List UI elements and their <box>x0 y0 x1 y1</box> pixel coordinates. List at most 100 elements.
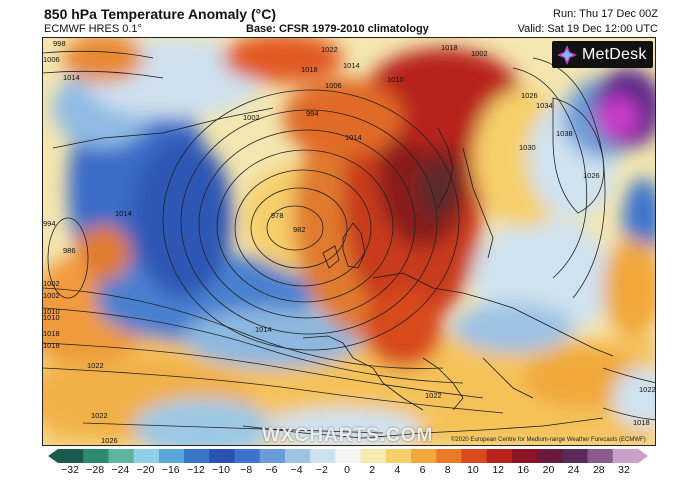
isobar-998 <box>43 50 154 59</box>
isobar-labels: 998 1006 1014 1022 1018 1014 1010 1006 1… <box>43 39 656 445</box>
isobar-1018 <box>43 342 484 399</box>
wxcharts-watermark: WXCHARTS.COM <box>262 425 434 446</box>
coast-europe-north <box>372 272 614 357</box>
isobar-label: 1038 <box>556 129 573 138</box>
isobar-label: 1006 <box>43 55 60 64</box>
colorbar-tick-label: −6 <box>265 464 278 476</box>
isobar-label: 994 <box>43 219 56 228</box>
isobar-label: 1022 <box>91 411 108 420</box>
valid-time-label: Valid: Sat 19 Dec 12:00 UTC <box>517 23 658 35</box>
isobar-1018-east <box>602 407 655 421</box>
colorbar-cell <box>58 449 84 463</box>
metdesk-logo: MetDesk <box>552 41 653 68</box>
colorbar-arrow-right <box>638 449 648 463</box>
colorbar-cell <box>284 449 311 463</box>
colorbar-tick-label: −20 <box>136 464 155 476</box>
isobar-978 <box>266 205 324 251</box>
colorbar-tick-label: 28 <box>592 464 605 476</box>
colorbar-tick-label: −4 <box>290 464 303 476</box>
colorbar-cell <box>209 449 236 463</box>
colorbar-tick-label: −32 <box>61 464 79 476</box>
isobar-label: 1022 <box>87 361 104 370</box>
isobar-label: 982 <box>293 225 306 234</box>
isobar-1034 <box>552 97 605 214</box>
colorbar-tick-label: −28 <box>86 464 105 476</box>
climatology-base-label: Base: CFSR 1979-2010 climatology <box>246 23 429 35</box>
metdesk-logo-icon <box>557 44 577 65</box>
coastlines <box>52 107 614 439</box>
isobar-label: 1006 <box>325 81 342 90</box>
isobar-1026-east <box>512 67 588 279</box>
isobar-994-west <box>47 217 89 299</box>
isobar-1026 <box>82 422 384 434</box>
colorbar-tick-label: −10 <box>212 464 230 476</box>
isobar-label: 1018 <box>633 418 650 427</box>
colorbar-cell <box>587 449 614 463</box>
colorbar-tick-label: 16 <box>517 464 530 476</box>
colorbar-cell <box>310 449 336 463</box>
colorbar-tick-label: 24 <box>567 464 580 476</box>
isobar-label: 1018 <box>441 43 458 52</box>
coast-scandinavia <box>462 147 494 259</box>
colorbar-cell <box>461 449 488 463</box>
isobar-label: 986 <box>63 246 76 255</box>
isobar-label: 1018 <box>301 65 318 74</box>
colorbar-cell <box>436 449 462 463</box>
isobar-label: 1002 <box>43 279 60 288</box>
isobar-label: 1002 <box>471 49 488 58</box>
map-canvas: 998 1006 1014 1022 1018 1014 1010 1006 1… <box>43 38 656 445</box>
colorbar-cell <box>184 449 210 463</box>
isobar-1010 <box>43 307 464 384</box>
colorbar-tick-label: −12 <box>187 464 205 476</box>
isobar-label: 1014 <box>343 61 360 70</box>
temperature-anomaly-field <box>43 38 655 445</box>
colorbar-tick-label: −16 <box>161 464 180 476</box>
coast-ireland <box>322 245 340 269</box>
colorbar-tick-label: −24 <box>111 464 130 476</box>
colorbar <box>48 449 648 463</box>
isobar-label: 1014 <box>115 209 132 218</box>
colorbar-tick-label: −8 <box>240 464 253 476</box>
isobar-label: 994 <box>306 109 319 118</box>
isobar-label: 1002 <box>43 291 60 300</box>
isobar-label: 1026 <box>521 91 538 100</box>
colorbar-cell <box>562 449 589 463</box>
isobar-1022 <box>43 367 504 414</box>
chart-title: 850 hPa Temperature Anomaly (°C) <box>44 6 276 22</box>
colorbar-tick-label: 10 <box>467 464 479 476</box>
isobar-label: 1026 <box>101 436 118 445</box>
colorbar-cell <box>385 449 412 463</box>
isobar-label: 1022 <box>639 385 656 394</box>
isobar-label: 1002 <box>243 113 260 122</box>
isobar-label: 1022 <box>321 45 338 54</box>
isobar-label: 1030 <box>519 143 536 152</box>
colorbar-cell <box>259 449 286 463</box>
colorbar-cell <box>511 449 538 463</box>
colorbar-cell <box>360 449 387 463</box>
model-label: ECMWF HRES 0.1° <box>44 23 142 35</box>
isobar-label: 1022 <box>425 391 442 400</box>
colorbar-tick-label: 6 <box>419 464 426 476</box>
colorbar-cells <box>58 449 639 463</box>
colorbar-cell <box>108 449 135 463</box>
colorbar-cell <box>234 449 261 463</box>
colorbar-tick-label: 12 <box>492 464 504 476</box>
colorbar-tick-label: −2 <box>315 464 328 476</box>
colorbar-cell <box>133 449 160 463</box>
isobar-label: 1010 <box>43 307 60 316</box>
isobar-label: 998 <box>53 39 66 48</box>
isobar-label: 1018 <box>43 329 60 338</box>
isobar-label: 1010 <box>387 75 404 84</box>
logo-text: MetDesk <box>582 45 647 63</box>
anomaly-map: 998 1006 1014 1022 1018 1014 1010 1006 1… <box>42 37 656 446</box>
colorbar-tick-label: 2 <box>369 464 376 476</box>
copyright-notice: ©2020 European Centre for Medium-range W… <box>451 437 646 443</box>
colorbar-cell <box>335 449 362 463</box>
isobar-982 <box>250 187 348 269</box>
coast-norway <box>437 127 454 209</box>
colorbar-cell <box>411 449 437 463</box>
isobar-label: 1014 <box>63 73 80 82</box>
coast-great-britain <box>342 222 366 269</box>
colorbar-cell <box>158 449 185 463</box>
colorbar-cell <box>537 449 563 463</box>
